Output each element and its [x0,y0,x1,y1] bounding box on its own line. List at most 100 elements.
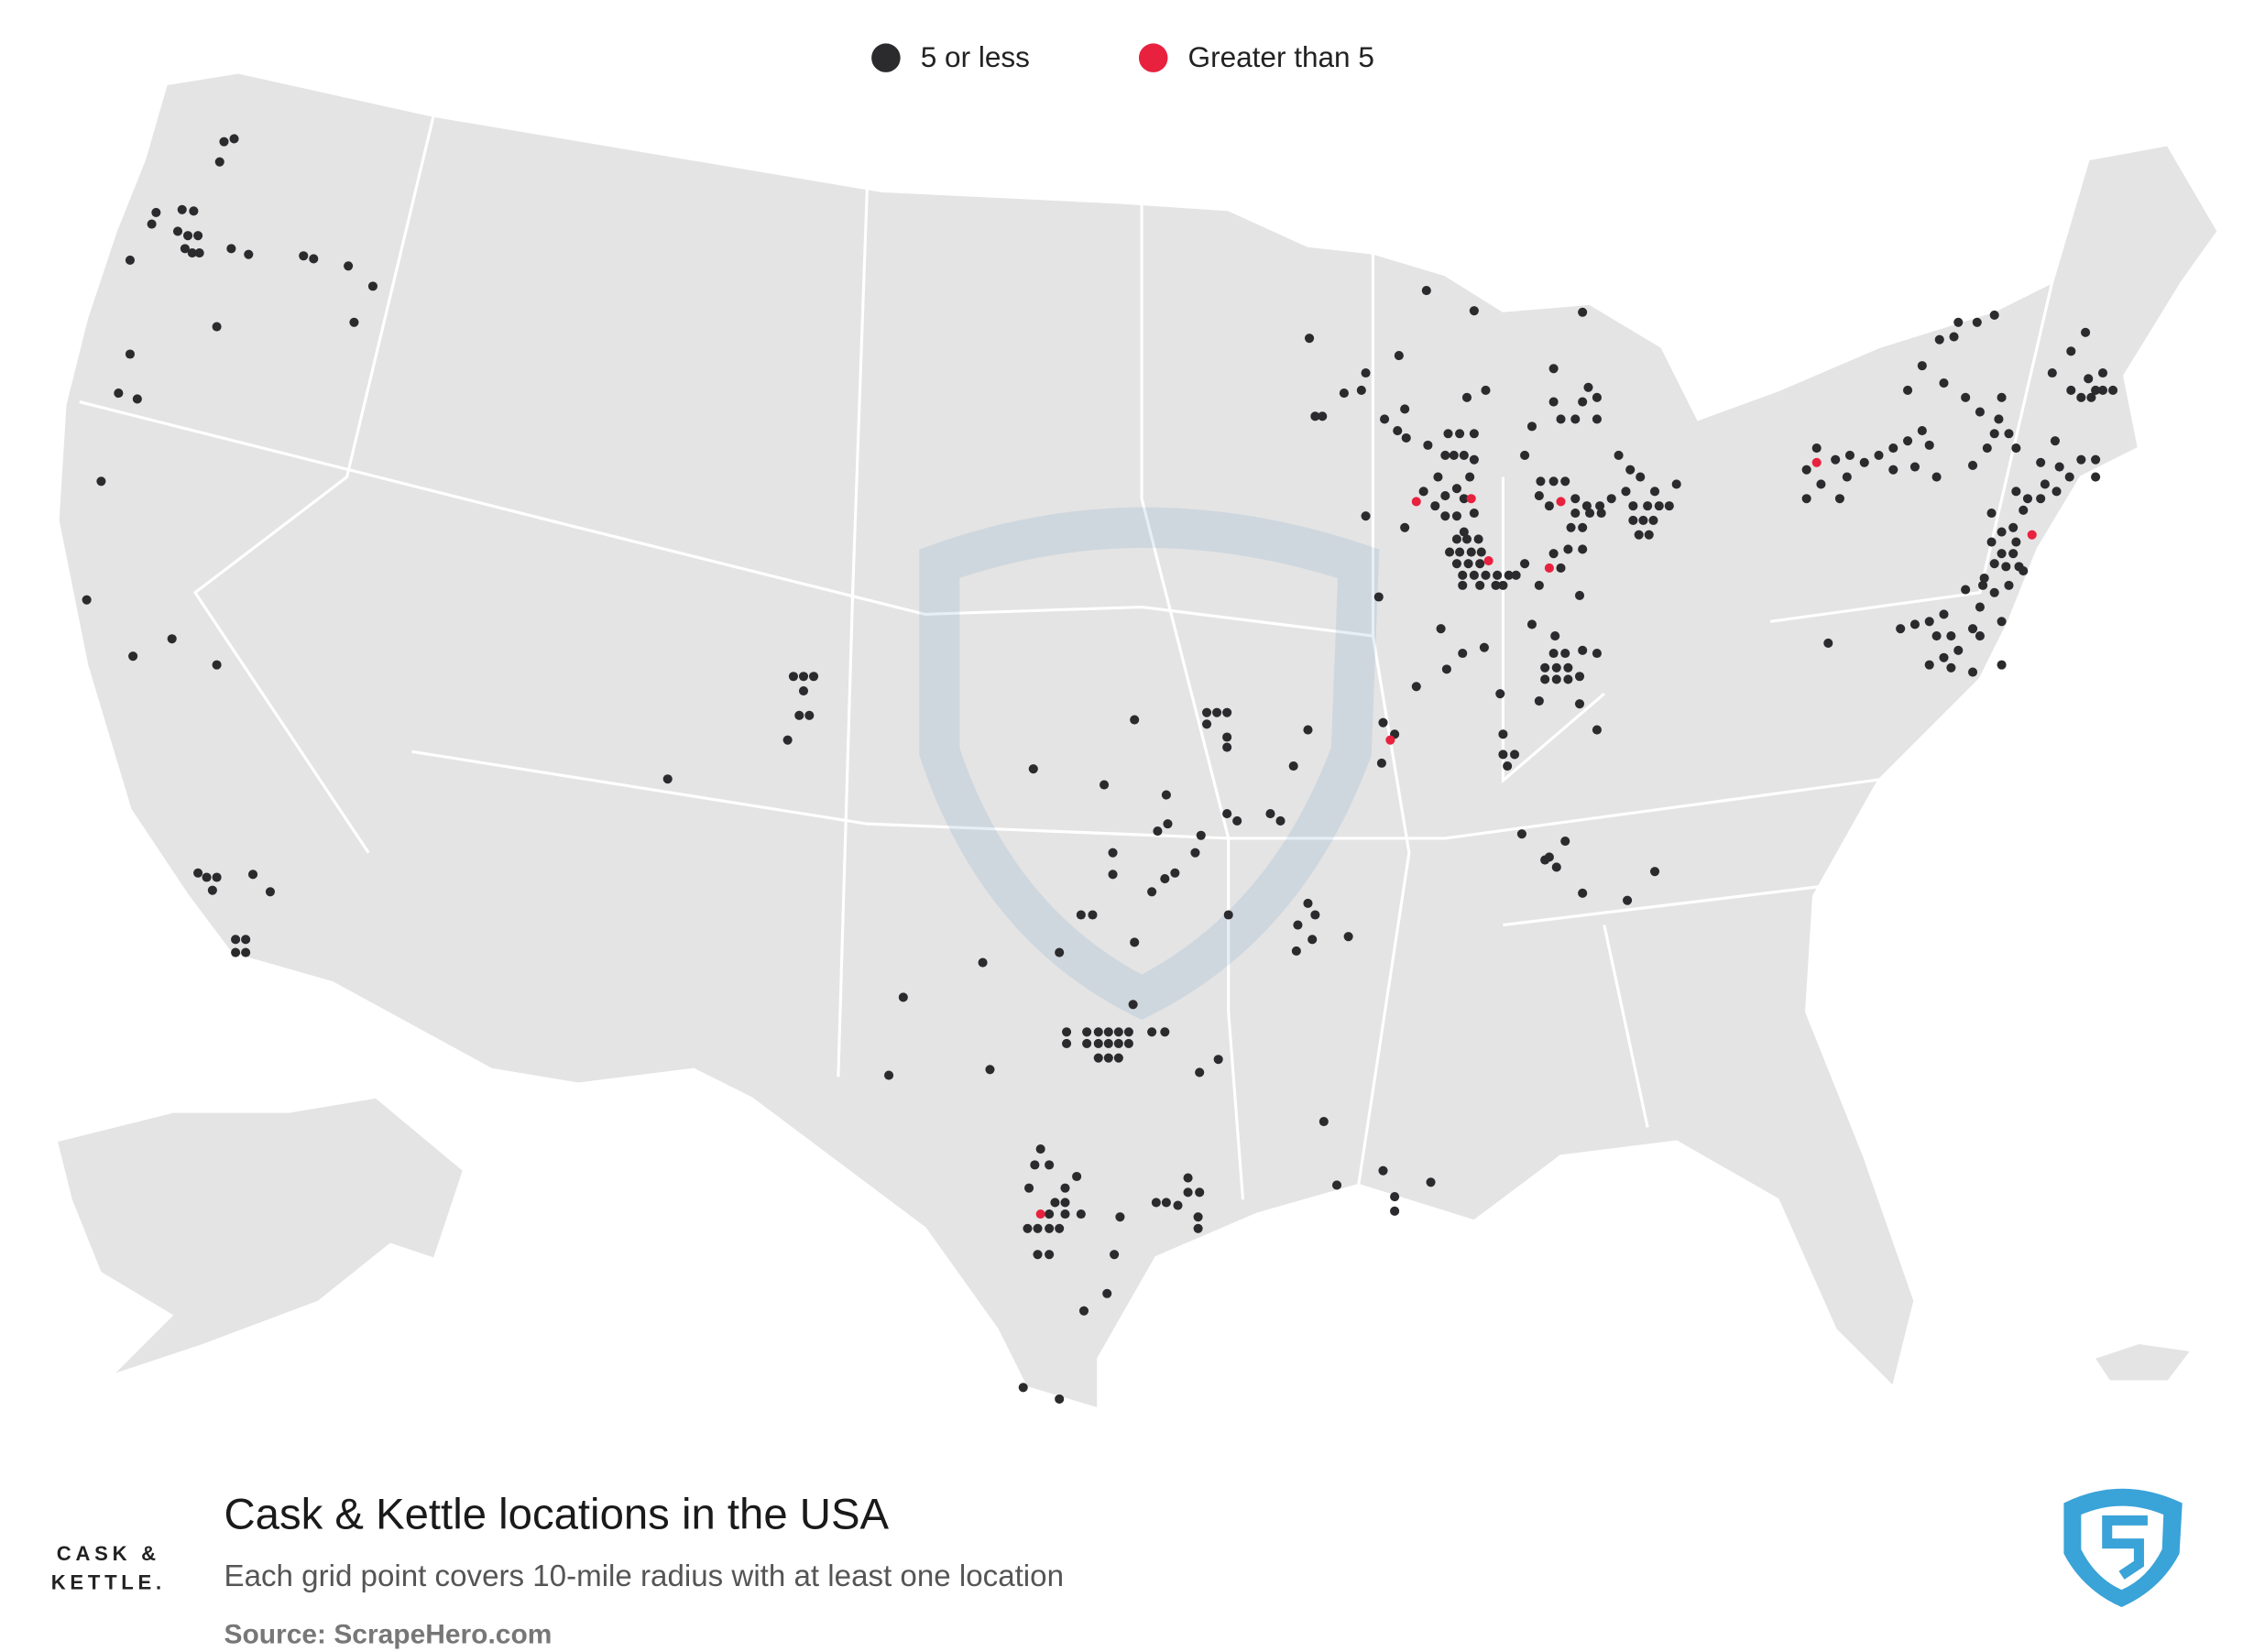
location-dot [1476,547,1486,557]
us-land [56,71,2221,1412]
location-dot [1534,696,1544,706]
location-dot [344,261,354,271]
location-dot [1222,732,1232,742]
location-dot [1563,674,1573,684]
location-dot [2011,487,2021,497]
location-dot [1440,450,1450,460]
location-dot [1222,707,1232,717]
location-dot [798,672,809,682]
location-dot [804,710,815,720]
location-dot [1946,631,1956,641]
location-dot [226,244,236,254]
location-dot [1160,1027,1170,1037]
scrapehero-logo [2063,1488,2183,1608]
location-dot [1481,570,1491,580]
location-dot [1997,660,2007,670]
location-dot [1551,674,1561,684]
location-dot [884,1070,894,1080]
location-dot [1433,472,1443,482]
location-dot [1946,662,1956,673]
location-dot [1823,638,1833,649]
location-dot [202,872,212,882]
location-dot [2008,549,2019,559]
location-dot [1275,815,1286,826]
brand-logo-line1: CASK & [57,1542,160,1565]
location-dot [1548,476,1559,487]
location-dot [2076,392,2086,402]
location-dot [1917,361,1927,371]
location-dot [172,226,183,236]
location-dot [189,206,199,216]
location-dot [1583,382,1593,392]
location-dot [2027,530,2037,540]
location-dot [1534,491,1544,501]
location-dot [1544,563,1554,573]
location-dot [1163,819,1173,829]
location-dot [782,735,793,745]
location-dot [1520,450,1530,460]
location-dot [1896,624,1906,634]
location-dot [1232,815,1242,826]
location-dot [1103,1053,1113,1063]
location-dot [1520,559,1530,569]
location-dot [1440,491,1450,501]
location-dot [1018,1383,1028,1393]
location-dot [125,255,136,266]
location-dot [1418,487,1428,497]
location-dot [1570,414,1581,424]
location-dot [1638,515,1648,525]
location-dot [367,281,377,291]
legend-swatch [871,43,901,72]
location-dot [1023,1223,1033,1233]
location-dot [1380,414,1390,424]
location-dot [985,1065,995,1075]
location-dot [1401,432,1411,443]
location-dot [1649,867,1660,877]
location-dot [1093,1038,1103,1048]
location-dot [1459,527,1469,537]
location-dot [1430,501,1440,511]
location-dot [1578,544,1588,554]
location-dot [2052,487,2062,497]
location-dot [1636,472,1646,482]
location-dot [349,317,359,327]
location-dot [1451,534,1461,544]
location-dot [1461,392,1472,402]
location-dot [1440,511,1450,521]
location-dot [1060,1209,1070,1220]
location-dot [2081,327,2091,337]
location-dot [241,935,251,945]
location-dot [244,249,254,259]
location-dot [1560,837,1570,847]
location-dot [2022,494,2033,504]
location-dot [1465,472,1475,482]
state-borders [79,115,2054,1200]
location-dot [2107,385,2118,395]
location-dot [2097,385,2108,395]
location-dot [2001,562,2011,572]
location-dot [798,685,809,696]
location-dot [1621,487,1631,497]
location-dot [662,774,673,784]
location-dot [1469,429,1479,439]
location-dot [1202,719,1212,729]
location-dot [1811,443,1822,454]
location-dot [1671,479,1681,489]
location-dot [1479,642,1489,652]
location-dot [125,349,136,359]
location-dot [1161,790,1171,800]
location-dot [1451,559,1461,569]
location-dot [1614,450,1624,460]
location-dot [1526,619,1537,629]
location-dot [1436,624,1446,634]
location-dot [1028,764,1038,774]
location-dot [1393,426,1403,436]
hawaii [2095,1343,2190,1381]
location-dot [1045,1223,1055,1233]
location-dot [1062,1038,1072,1048]
location-dot [1093,1053,1103,1063]
location-dot [1469,570,1479,580]
location-dot [1511,570,1521,580]
location-dot [1356,385,1366,395]
location-dot [1060,1183,1070,1193]
